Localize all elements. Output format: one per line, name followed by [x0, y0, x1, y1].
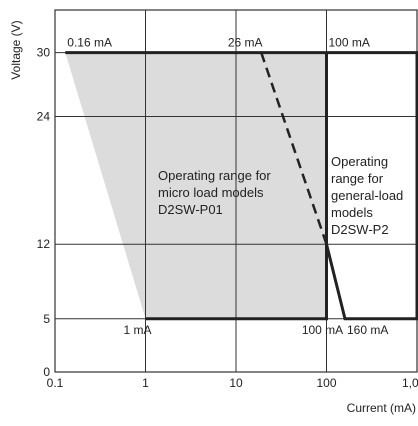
- y-tick-label: 0: [43, 365, 50, 379]
- annotation-label: 100 mA: [302, 323, 343, 337]
- general-load-region-label: general-load: [331, 188, 403, 203]
- micro-load-region-label: Operating range for: [158, 168, 271, 183]
- annotation-label: 160 mA: [347, 323, 388, 337]
- micro-load-region-label: D2SW-P01: [158, 202, 223, 217]
- micro-load-region-fill: [65, 52, 327, 319]
- annotation-label: 100 mA: [329, 36, 370, 50]
- x-tick-label: 1,000: [402, 376, 418, 390]
- micro-load-region-label: micro load models: [158, 185, 264, 200]
- x-axis-title: Current (mA): [347, 401, 416, 415]
- y-tick-label: 12: [37, 237, 51, 251]
- general-load-boundary-line: [65, 51, 418, 321]
- general-load-region-label: Operating: [331, 154, 388, 169]
- fill-layer: [65, 52, 327, 319]
- y-tick-label: 5: [43, 312, 50, 326]
- y-tick-label: 24: [37, 109, 51, 123]
- general-load-region-label: range for: [331, 171, 384, 186]
- annotation-label: 26 mA: [228, 36, 263, 50]
- label-layer: 0.1 1 10 100 1,000 0 5 12 24 30 0.16 mA 26 mA 100 mA…: [9, 20, 418, 415]
- boundary-layer: [65, 51, 418, 321]
- general-load-region-label: D2SW-P2: [331, 222, 389, 237]
- x-tick-label: 0.1: [47, 376, 64, 390]
- x-tick-label: 1: [142, 376, 149, 390]
- dashed-boundary-line: [260, 52, 328, 245]
- x-tick-label: 100: [316, 376, 336, 390]
- x-tick-label: 10: [229, 376, 243, 390]
- y-tick-label: 30: [37, 46, 51, 60]
- annotation-label: 0.16 mA: [67, 36, 112, 50]
- general-load-region-label: models: [331, 205, 373, 220]
- y-axis-title: Voltage (V): [9, 20, 23, 79]
- annotation-label: 1 mA: [123, 323, 151, 337]
